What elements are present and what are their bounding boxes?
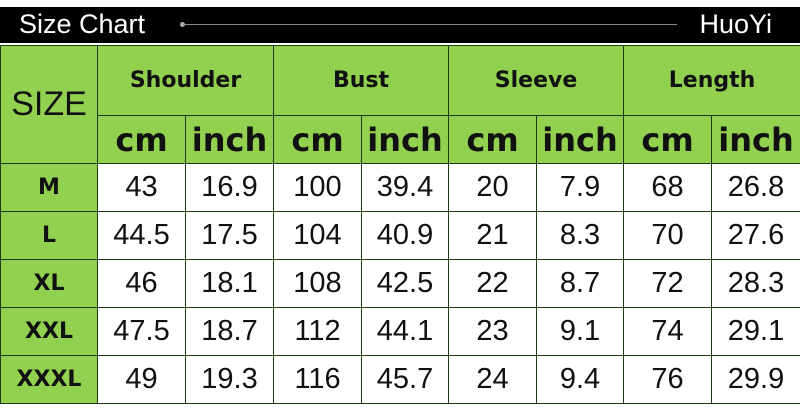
value-cell: 29.1 (711, 307, 800, 356)
value-cell: 9.1 (536, 307, 625, 356)
value-cell: 46 (97, 259, 186, 308)
value-cell: 29.9 (711, 355, 800, 404)
value-cell: 18.7 (185, 307, 274, 356)
table-row: M 43 16.9 100 39.4 20 7.9 68 26.8 (0, 163, 800, 212)
value-cell: 70 (623, 211, 713, 260)
value-cell: 23 (448, 307, 538, 356)
value-cell: 72 (623, 259, 713, 308)
size-cell: XL (0, 259, 98, 308)
value-cell: 28.3 (711, 259, 800, 308)
value-cell: 104 (273, 211, 362, 260)
divider-dot (180, 22, 185, 27)
value-cell: 49 (97, 355, 186, 404)
value-cell: 43 (97, 163, 186, 212)
table-row: XL 46 18.1 108 42.5 22 8.7 72 28.3 (0, 259, 800, 308)
unit-header-inch: inch (360, 115, 450, 164)
table-row: XXXL 49 19.3 116 45.7 24 9.4 76 29.9 (0, 355, 800, 404)
value-cell: 17.5 (185, 211, 274, 260)
value-cell: 21 (448, 211, 538, 260)
value-cell: 8.7 (536, 259, 625, 308)
chart-title: Size Chart (19, 9, 146, 39)
unit-header-cm: cm (448, 115, 538, 164)
value-cell: 47.5 (97, 307, 186, 356)
value-cell: 19.3 (185, 355, 274, 404)
unit-header-inch: inch (711, 115, 800, 164)
value-cell: 44.1 (360, 307, 450, 356)
value-cell: 16.9 (185, 163, 274, 212)
size-chart-table: SIZE Shoulder Bust Sleeve Length cm inch cm in… (0, 45, 800, 404)
value-cell: 9.4 (536, 355, 625, 404)
value-cell: 68 (623, 163, 713, 212)
unit-header-inch: inch (185, 115, 274, 164)
value-cell: 44.5 (97, 211, 186, 260)
size-cell: M (0, 163, 98, 212)
value-cell: 20 (448, 163, 538, 212)
unit-header-inch: inch (536, 115, 625, 164)
value-cell: 112 (273, 307, 362, 356)
value-cell: 22 (448, 259, 538, 308)
group-header-bust: Bust (272, 45, 450, 116)
value-cell: 74 (623, 307, 713, 356)
unit-header-cm: cm (273, 115, 362, 164)
size-cell: XXL (0, 307, 98, 356)
value-cell: 116 (273, 355, 362, 404)
value-cell: 18.1 (185, 259, 274, 308)
value-cell: 100 (273, 163, 362, 212)
value-cell: 108 (273, 259, 362, 308)
value-cell: 45.7 (360, 355, 450, 404)
title-bar: Size Chart HuoYi (0, 7, 800, 43)
size-cell: L (0, 211, 98, 260)
value-cell: 7.9 (536, 163, 625, 212)
divider-line (183, 24, 677, 25)
size-cell: XXXL (0, 355, 98, 404)
value-cell: 27.6 (711, 211, 800, 260)
value-cell: 24 (448, 355, 538, 404)
value-cell: 26.8 (711, 163, 800, 212)
group-header-shoulder: Shoulder (97, 45, 274, 116)
group-header-length: Length (623, 45, 800, 116)
group-header-sleeve: Sleeve (448, 45, 625, 116)
table-row: XXL 47.5 18.7 112 44.1 23 9.1 74 29.1 (0, 307, 800, 356)
brand-name: HuoYi (699, 9, 772, 39)
value-cell: 42.5 (360, 259, 450, 308)
table-row: L 44.5 17.5 104 40.9 21 8.3 70 27.6 (0, 211, 800, 260)
value-cell: 40.9 (360, 211, 450, 260)
unit-header-cm: cm (97, 115, 186, 164)
value-cell: 76 (623, 355, 713, 404)
value-cell: 39.4 (360, 163, 450, 212)
size-header: SIZE (0, 45, 98, 164)
value-cell: 8.3 (536, 211, 625, 260)
unit-header-cm: cm (623, 115, 713, 164)
